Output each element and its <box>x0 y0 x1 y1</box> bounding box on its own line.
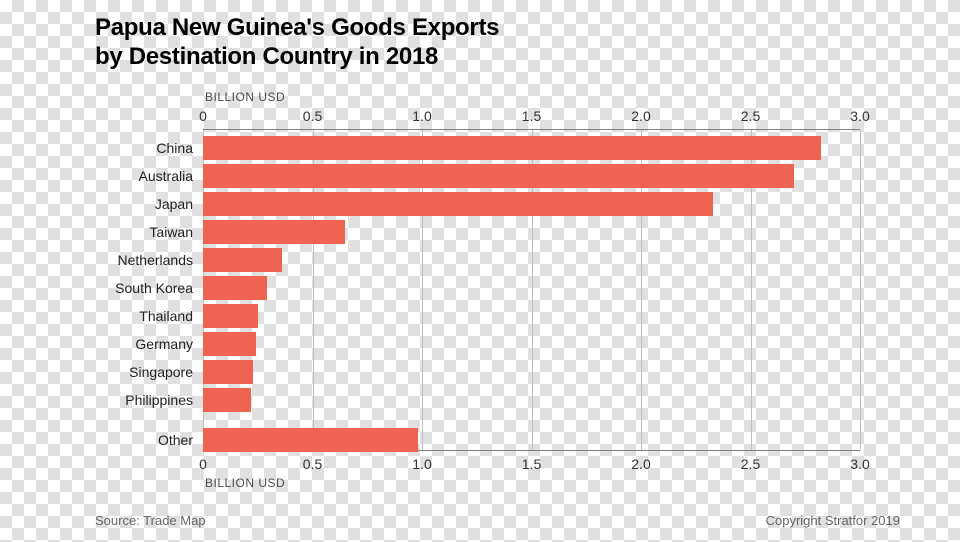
x-tick-top: 0 <box>183 108 223 124</box>
bar-row: Singapore <box>203 360 860 384</box>
x-tick-bottom: 3.0 <box>840 456 880 472</box>
title-line-1: Papua New Guinea's Goods Exports <box>95 14 499 41</box>
axis-label-bottom: BILLION USD <box>205 476 285 490</box>
copyright-text: Copyright Stratfor 2019 <box>766 513 900 528</box>
axis-line-top <box>203 129 860 130</box>
x-tick-top: 2.0 <box>621 108 661 124</box>
x-tick-bottom: 2.5 <box>731 456 771 472</box>
source-text: Source: Trade Map <box>95 513 206 528</box>
category-label: Singapore <box>129 364 193 380</box>
bar-row: Other <box>203 428 860 452</box>
bar <box>203 276 267 300</box>
bar-row: Netherlands <box>203 248 860 272</box>
bar-row: South Korea <box>203 276 860 300</box>
bar <box>203 304 258 328</box>
bar <box>203 192 713 216</box>
bar <box>203 136 821 160</box>
x-tick-top: 0.5 <box>293 108 333 124</box>
x-tick-top: 2.5 <box>731 108 771 124</box>
x-tick-bottom: 1.5 <box>512 456 552 472</box>
category-label: Philippines <box>125 392 193 408</box>
x-tick-top: 1.0 <box>402 108 442 124</box>
category-label: Netherlands <box>118 252 194 268</box>
x-tick-bottom: 0 <box>183 456 223 472</box>
bar-chart: 000.50.51.01.01.51.52.02.02.52.53.03.0Ch… <box>203 130 860 450</box>
x-tick-bottom: 1.0 <box>402 456 442 472</box>
chart-title: Papua New Guinea's Goods Exports by Dest… <box>95 14 499 72</box>
bar <box>203 332 256 356</box>
bar <box>203 388 251 412</box>
axis-label-top: BILLION USD <box>205 90 285 104</box>
category-label: South Korea <box>115 280 193 296</box>
bar-row: China <box>203 136 860 160</box>
category-label: China <box>156 140 193 156</box>
bar-row: Japan <box>203 192 860 216</box>
bar-row: Thailand <box>203 304 860 328</box>
chart-frame: Papua New Guinea's Goods Exports by Dest… <box>0 0 960 542</box>
plot-area: 000.50.51.01.01.51.52.02.02.52.53.03.0Ch… <box>203 130 860 450</box>
category-label: Australia <box>139 168 193 184</box>
bar-row: Taiwan <box>203 220 860 244</box>
category-label: Taiwan <box>149 224 193 240</box>
category-label: Germany <box>135 336 193 352</box>
bar <box>203 220 345 244</box>
bar <box>203 164 794 188</box>
bar <box>203 428 418 452</box>
bar <box>203 360 253 384</box>
category-label: Japan <box>155 196 193 212</box>
bar-row: Australia <box>203 164 860 188</box>
category-label: Other <box>158 432 193 448</box>
category-label: Thailand <box>139 308 193 324</box>
gridline <box>860 130 861 450</box>
bar-row: Philippines <box>203 388 860 412</box>
x-tick-top: 1.5 <box>512 108 552 124</box>
title-line-2: by Destination Country in 2018 <box>95 43 438 70</box>
bar-row: Germany <box>203 332 860 356</box>
x-tick-bottom: 2.0 <box>621 456 661 472</box>
bar <box>203 248 282 272</box>
x-tick-bottom: 0.5 <box>293 456 333 472</box>
x-tick-top: 3.0 <box>840 108 880 124</box>
